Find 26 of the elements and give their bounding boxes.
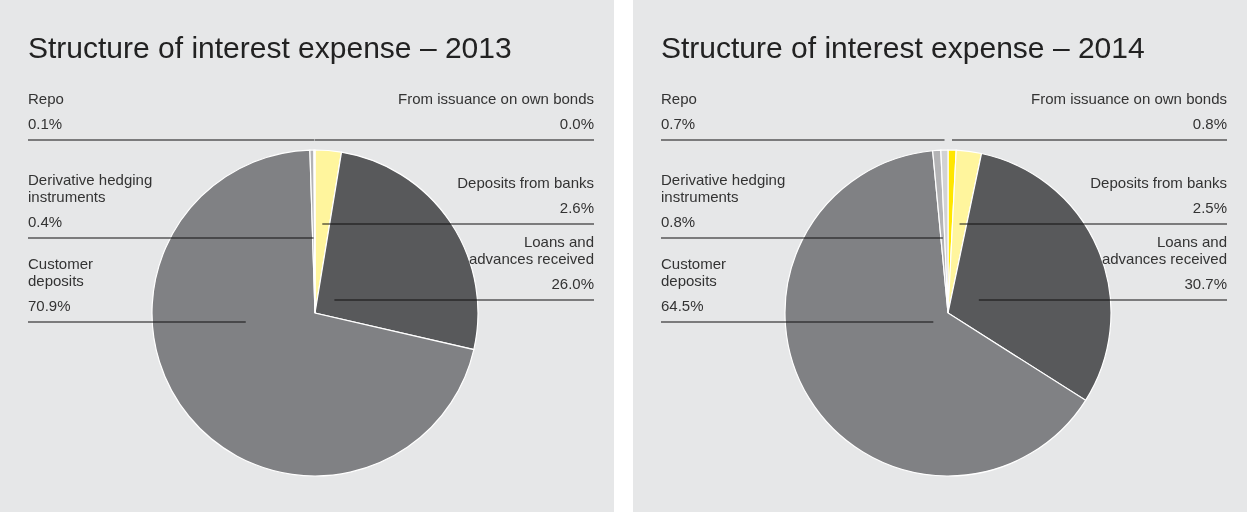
slice-label: Derivative hedging instruments [661, 171, 786, 205]
slice-label: Derivative hedging instruments [28, 171, 153, 205]
data-label: 0.4% [28, 213, 63, 230]
slice-label: Repo [661, 90, 697, 107]
text: 0.0% [559, 115, 594, 132]
slice-label: Customer deposits [28, 255, 94, 289]
slice-label: From issuance on own bonds [1031, 90, 1227, 107]
slice-label: Deposits from banks [1090, 174, 1227, 191]
slice-label: Deposits from banks [457, 174, 594, 191]
slice-label: Customer deposits [661, 255, 727, 289]
category-label: From issuance on own bonds [398, 90, 594, 107]
data-label: 0.1% [28, 115, 63, 132]
chart-title: Structure of interest expense – 2013 [28, 31, 512, 64]
chart-title: Structure of interest expense – 2014 [661, 31, 1145, 64]
slice-label: Repo [28, 90, 64, 107]
data-label: 2.6% [559, 199, 594, 216]
data-label: 2.5% [1192, 199, 1227, 216]
data-label: 0.8% [661, 213, 696, 230]
slice-label: Loans and advances received [1101, 233, 1227, 267]
data-label: 70.9% [28, 297, 71, 314]
data-label: 30.7% [1184, 275, 1227, 292]
slice-label: Loans and advances received [468, 233, 594, 267]
data-label: 0.7% [661, 115, 696, 132]
data-label: 26.0% [551, 275, 594, 292]
data-label: 64.5% [661, 297, 704, 314]
data-label: 0.8% [1192, 115, 1227, 132]
